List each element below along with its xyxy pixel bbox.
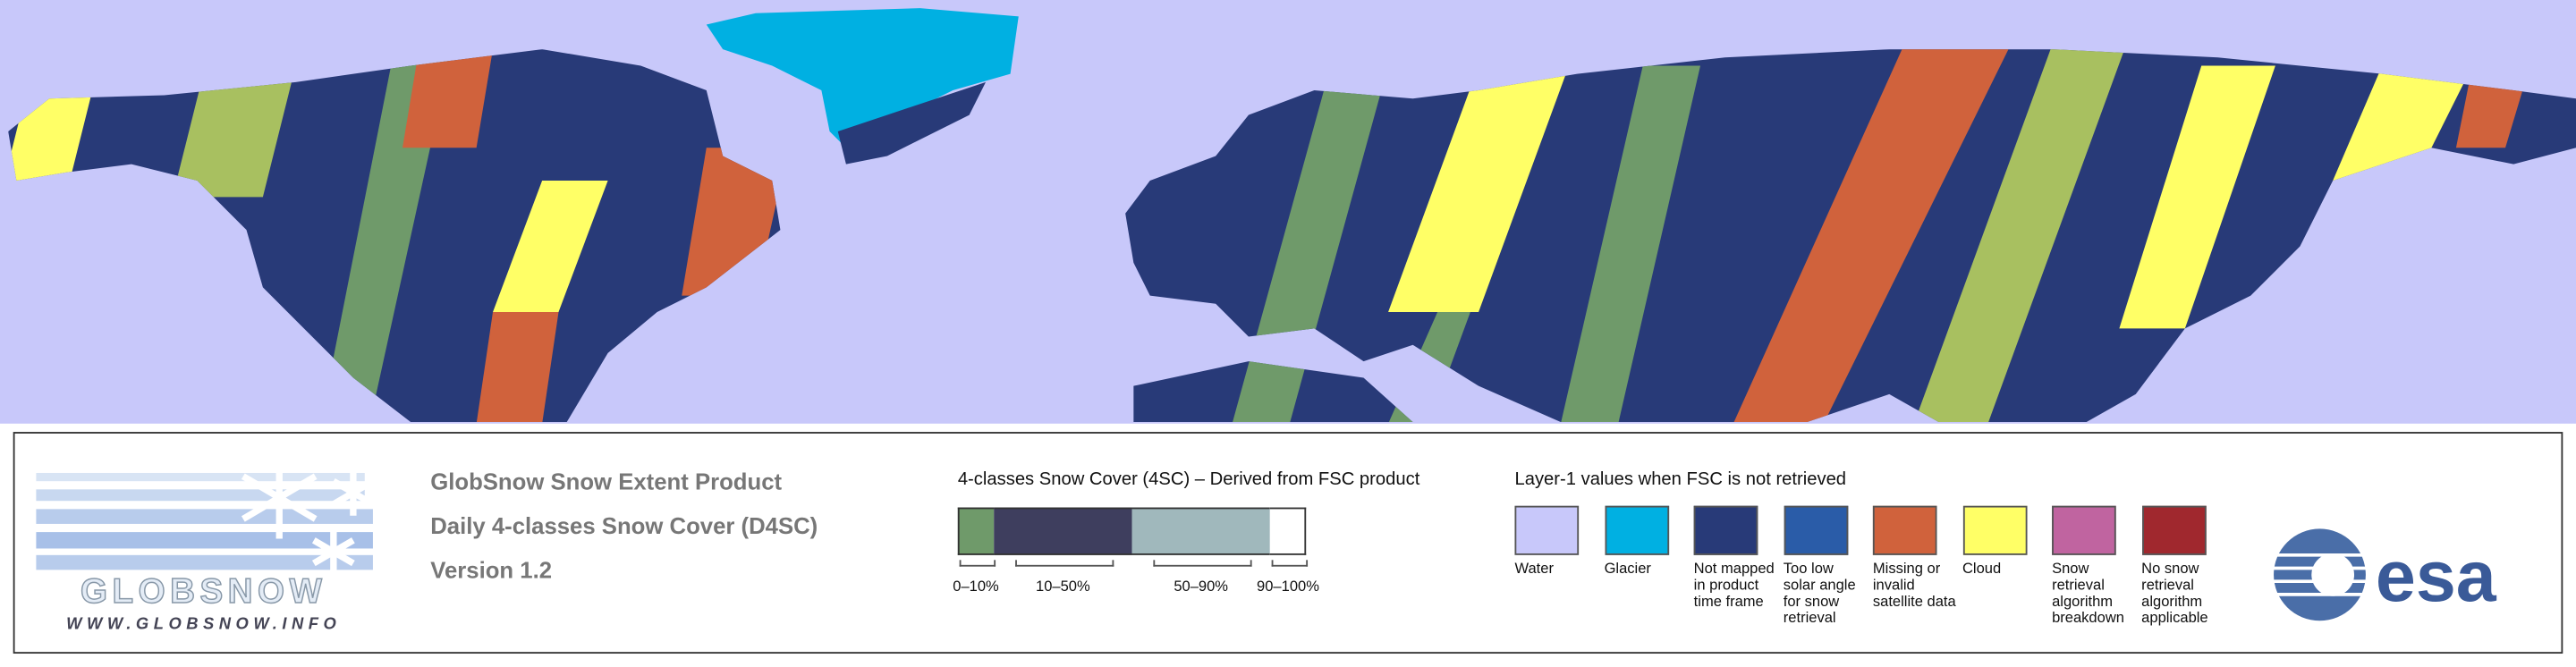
layer1-label: Cloud <box>1962 560 2002 577</box>
layer1-swatch <box>2141 505 2206 555</box>
class-swatch <box>1269 507 1307 555</box>
classes-title: 4-classes Snow Cover (4SC) – Derived fro… <box>957 469 1420 490</box>
class-swatch <box>994 507 1132 555</box>
band <box>1733 49 2013 423</box>
layer1-swatch <box>1872 505 1937 555</box>
layer1-label: Glacier <box>1604 560 1651 577</box>
layer1-label: Water <box>1514 560 1554 577</box>
esa-e <box>2311 553 2355 596</box>
layer1-label: Too low solar angle for snow retrieval <box>1783 560 1856 626</box>
band <box>2333 65 2473 182</box>
layer1-label: Missing or invalid satellite data <box>1872 560 1956 610</box>
layer1-label: Not mapped in product time frame <box>1693 560 1775 610</box>
layer1-label: Snow retrieval algorithm breakdown <box>2052 560 2124 626</box>
band <box>1388 65 1570 312</box>
band <box>2119 65 2275 329</box>
class-swatch <box>957 507 995 555</box>
class-bracket <box>1015 560 1114 567</box>
band <box>1560 65 1701 423</box>
logo-name: GLOBSNOW <box>80 572 326 611</box>
layer1-swatch <box>1514 505 1580 555</box>
class-label: 90–100% <box>1257 578 1319 595</box>
product-line: GlobSnow Snow Extent Product <box>430 468 783 494</box>
greenland <box>706 8 1019 156</box>
esa-name: esa <box>2376 536 2497 617</box>
logo-stripe <box>36 554 373 570</box>
greenland-south <box>837 81 987 165</box>
logo-stripe <box>36 472 365 482</box>
logo-stripe <box>36 489 365 502</box>
band <box>402 49 494 148</box>
class-swatch <box>1131 507 1270 555</box>
band <box>1913 49 2128 423</box>
class-bracket <box>1153 560 1252 567</box>
land <box>8 49 2576 423</box>
product-line: Daily 4-classes Snow Cover (D4SC) <box>430 512 818 539</box>
band <box>493 181 608 312</box>
class-label: 10–50% <box>1036 578 1090 595</box>
snowflakes <box>241 456 375 575</box>
logo-stripe <box>36 532 373 549</box>
product-line: Version 1.2 <box>430 556 553 584</box>
band <box>172 65 296 198</box>
layer1-label: No snow retrieval algorithm applicable <box>2141 560 2208 626</box>
logo: GLOBSNOW WWW.GLOBSNOW.INFO <box>36 456 375 632</box>
layer1-swatch <box>1783 505 1848 555</box>
layer1-swatch <box>2052 505 2116 555</box>
class-bracket <box>1271 560 1309 567</box>
class-label: 0–10% <box>953 578 999 595</box>
logo-url: WWW.GLOBSNOW.INFO <box>66 613 341 632</box>
layer1-swatch <box>1962 505 2027 555</box>
map <box>0 0 2576 424</box>
class-label: 50–90% <box>1174 578 1228 595</box>
class-bracket <box>959 560 996 567</box>
esa-logo: esa <box>2274 528 2497 621</box>
band <box>476 311 559 423</box>
layer1-swatch <box>1693 505 1758 555</box>
layer1-title: Layer-1 values when FSC is not retrieved <box>1514 469 1847 490</box>
logo-stripe <box>36 509 373 524</box>
layer1-swatch <box>1604 505 1669 555</box>
